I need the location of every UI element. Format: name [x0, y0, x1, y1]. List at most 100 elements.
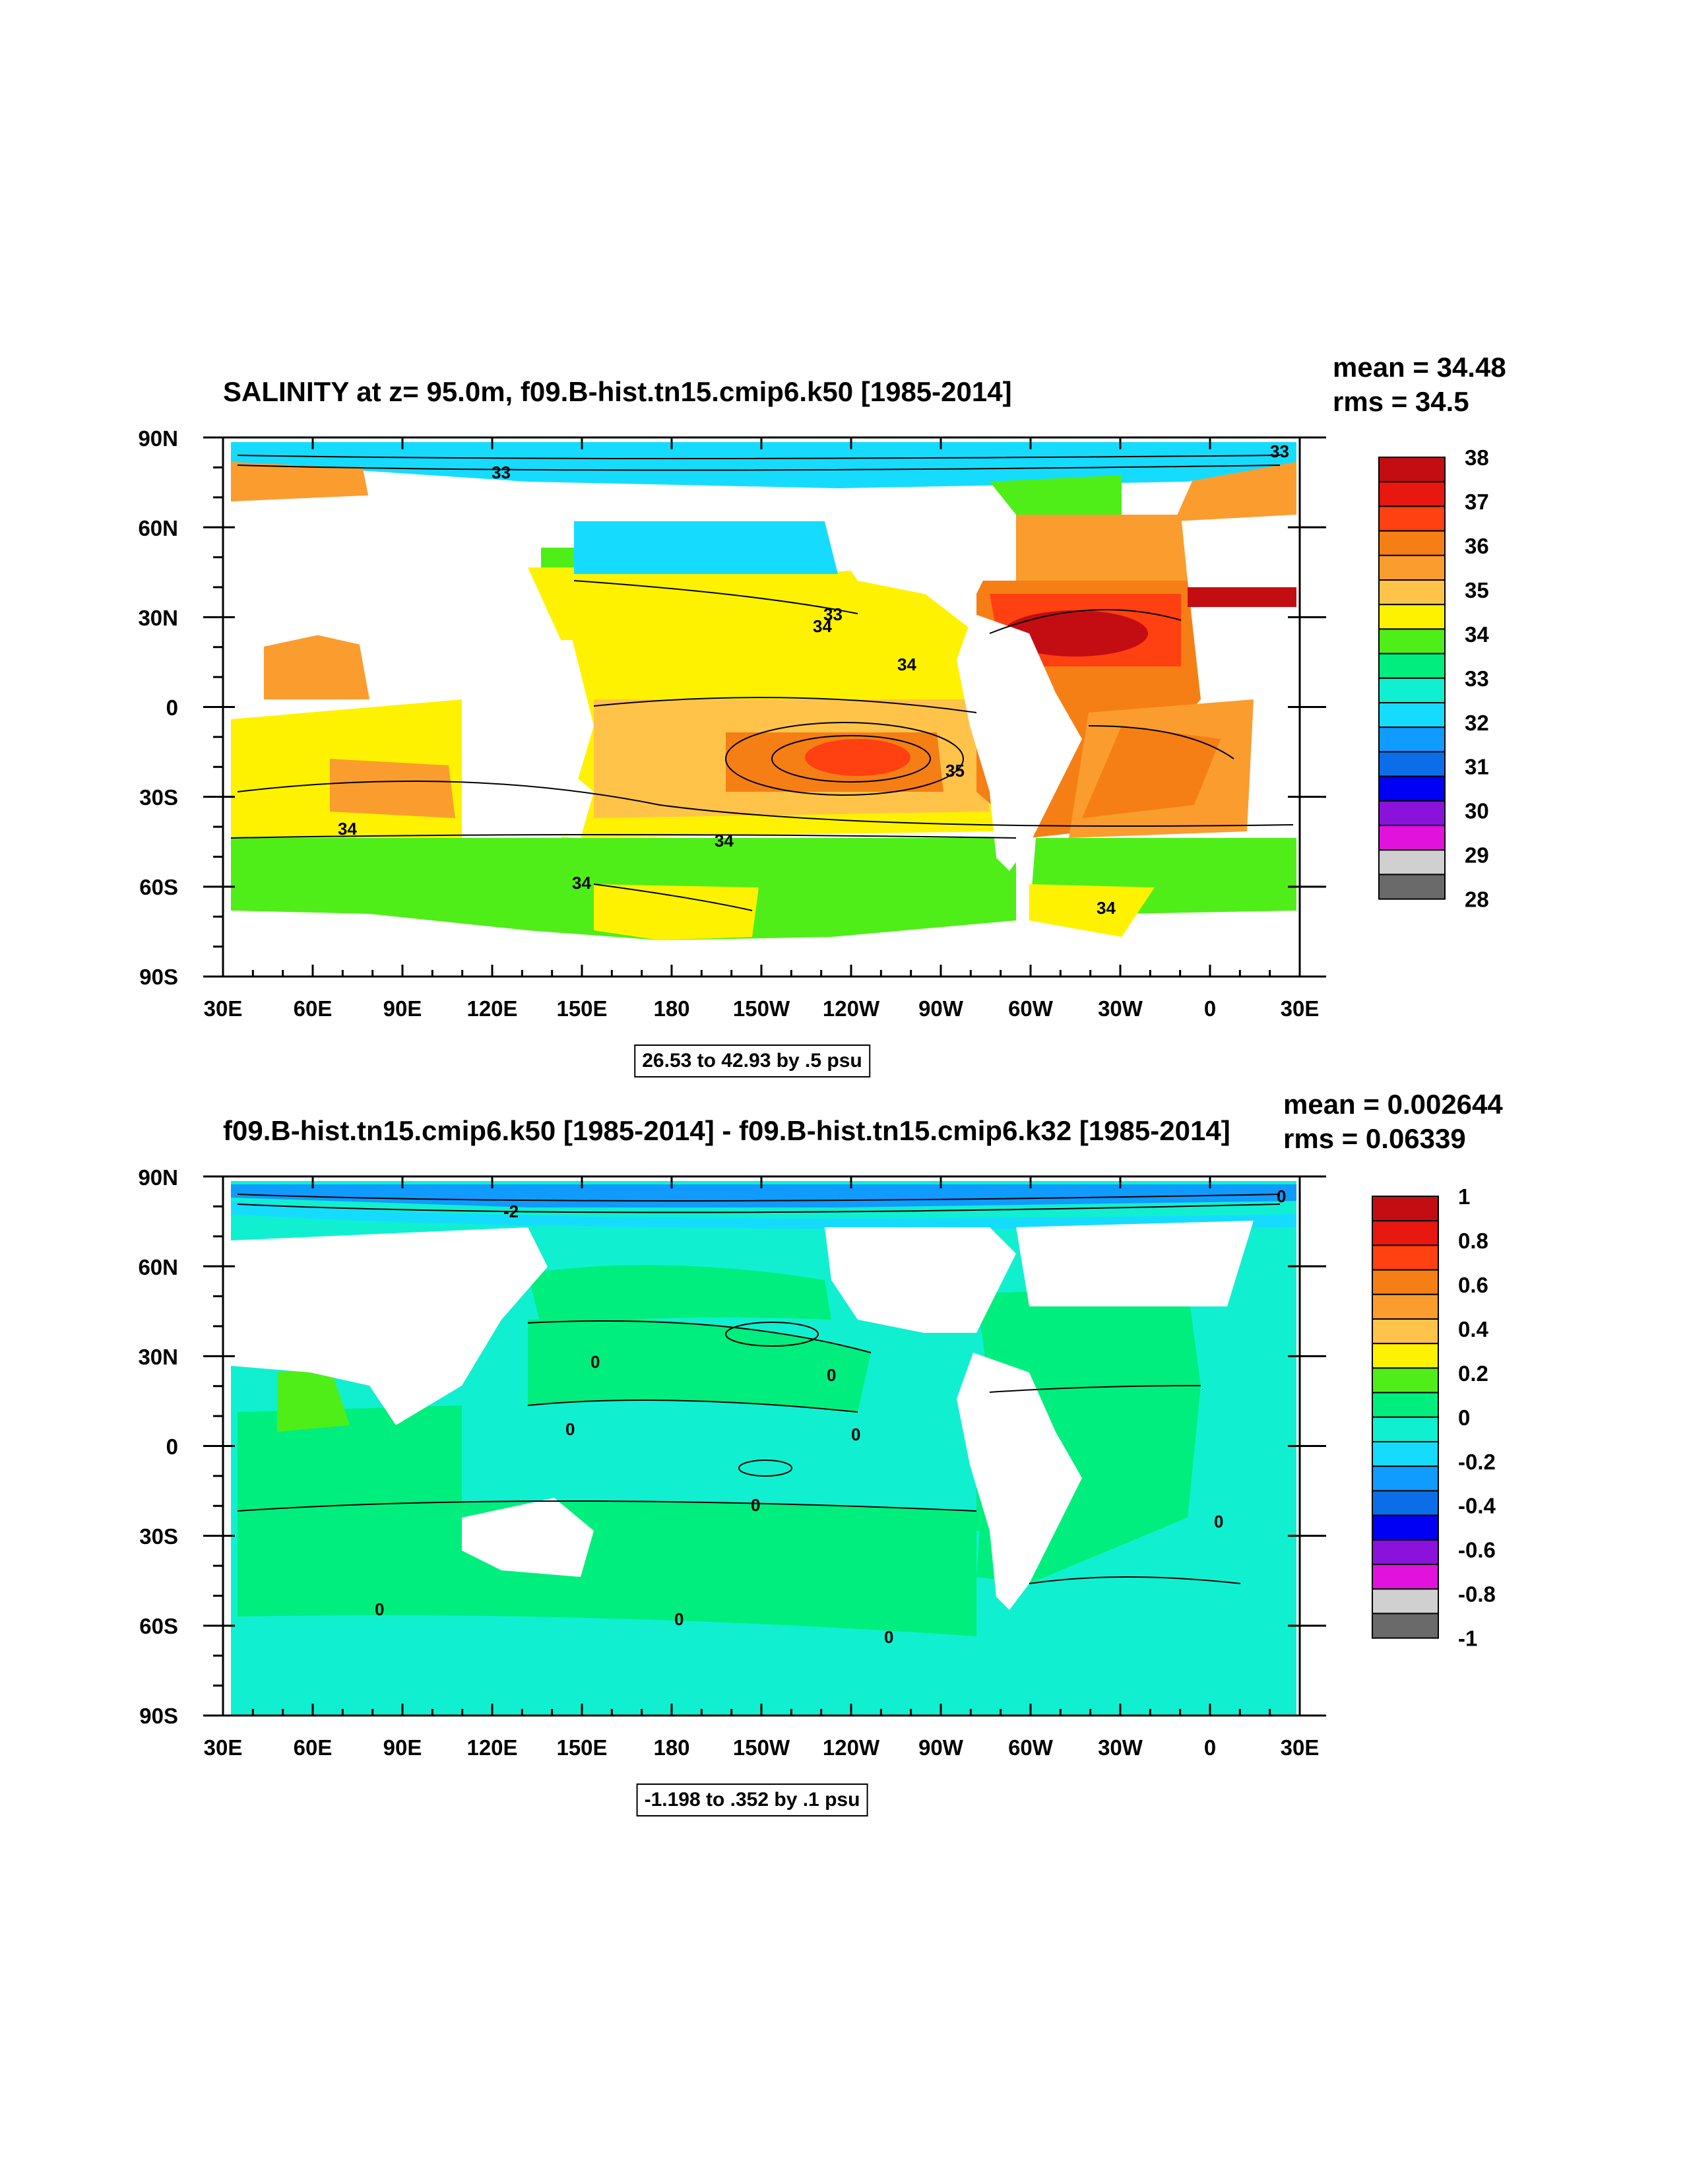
- colorbar-swatch: [1372, 1514, 1439, 1541]
- colorbar-swatch: [1372, 1244, 1439, 1271]
- colorbar-swatch: [1372, 1465, 1439, 1492]
- colorbar-label: 34: [1465, 622, 1489, 647]
- lat-label: 90S: [139, 1704, 178, 1728]
- colorbar-label: 28: [1465, 887, 1489, 912]
- colorbar-swatch: [1378, 505, 1446, 532]
- mean-stat: mean = 0.002644: [1283, 1089, 1503, 1120]
- lat-label: 60S: [139, 1614, 178, 1638]
- lon-label: 180: [653, 1735, 690, 1760]
- axis-ticks: [203, 1175, 1326, 1717]
- landmasses: [231, 488, 1082, 871]
- lat-label: 90S: [139, 965, 178, 989]
- lon-label: 30E: [203, 996, 243, 1021]
- difference-map-panel: f09.B-hist.tn15.cmip6.k50 [1985-2014] - …: [0, 0, 1689, 1816]
- lon-label: 60W: [1008, 1735, 1053, 1760]
- lon-label: 60E: [293, 996, 333, 1021]
- colorbar-swatch: [1378, 702, 1446, 728]
- lon-label: 150E: [556, 996, 608, 1021]
- contour-label: 33: [1270, 441, 1289, 461]
- colorbar-label: -0.6: [1458, 1538, 1496, 1562]
- colorbar-swatch: [1378, 604, 1446, 630]
- lon-label: 150W: [732, 996, 790, 1021]
- contour-label: 0: [751, 1495, 760, 1515]
- colorbar: 1 0.8 0.6 0.4 0.2 0 -0.2 -0.4 -0.6 -0.8 -1: [1372, 1184, 1496, 1651]
- colorbar-label: 32: [1465, 711, 1489, 735]
- panel-title: f09.B-hist.tn15.cmip6.k50 [1985-2014] - …: [223, 1115, 1230, 1146]
- colorbar-swatch: [1378, 726, 1446, 753]
- contour-label: 34: [897, 655, 916, 674]
- colorbar-label: 35: [1465, 578, 1489, 602]
- contour-label: 0: [674, 1609, 684, 1629]
- lon-label: 90E: [383, 996, 422, 1021]
- colorbar-swatch: [1372, 1490, 1439, 1516]
- map-svg: 33 33 33 34 34 35 34 34 34 34 38 37 36 35 34…: [203, 436, 1489, 978]
- colorbar-swatch: [1378, 579, 1446, 606]
- lon-label: 30E: [1280, 1735, 1320, 1760]
- lat-label: 30N: [138, 1345, 178, 1369]
- colorbar-label: -0.2: [1458, 1450, 1496, 1474]
- colorbar-label: 0.2: [1458, 1361, 1488, 1386]
- colorbar-swatch: [1372, 1343, 1439, 1369]
- contour-labels: -2 0 0 0 0 0 0 0 0 0 0: [375, 1186, 1286, 1647]
- ocean-fill: [231, 442, 1296, 940]
- contour-label: 0: [565, 1419, 575, 1439]
- contour-label: 34: [338, 819, 357, 839]
- lon-label: 0: [1203, 1735, 1217, 1760]
- colorbar-label: 0.4: [1458, 1317, 1489, 1341]
- colorbar-swatch: [1378, 554, 1446, 581]
- contour-label: 34: [572, 873, 591, 893]
- contour-label: 0: [827, 1365, 836, 1385]
- colorbar-swatch: [1372, 1220, 1439, 1246]
- contour-range-note: -1.198 to .352 by .1 psu: [636, 1783, 868, 1816]
- colorbar-label: 29: [1465, 843, 1489, 868]
- contour-label: 34: [715, 831, 734, 851]
- contour-label: 0: [851, 1425, 860, 1444]
- rms-stat: rms = 34.5: [1333, 386, 1469, 417]
- lat-label: 30S: [139, 1524, 178, 1549]
- lon-label: 90W: [918, 1735, 963, 1760]
- lat-label: 0: [166, 1434, 178, 1459]
- lat-label: 60N: [138, 1255, 178, 1279]
- lat-label: 90N: [138, 1165, 178, 1190]
- contour-labels: 33 33 33 34 34 35 34 34 34 34: [338, 441, 1289, 918]
- contour-label: 0: [1214, 1512, 1223, 1531]
- colorbar-swatch: [1372, 1416, 1439, 1443]
- colorbar-label: -0.4: [1458, 1494, 1496, 1518]
- mean-stat: mean = 34.48: [1333, 352, 1506, 383]
- contour-label: 33: [823, 604, 843, 624]
- colorbar-label: 30: [1465, 799, 1489, 823]
- colorbar-swatch: [1372, 1539, 1439, 1566]
- colorbar-swatch: [1378, 653, 1446, 679]
- colorbar-label: 0: [1458, 1405, 1470, 1430]
- colorbar-swatch: [1378, 481, 1446, 507]
- colorbar-swatch: [1372, 1293, 1439, 1320]
- lon-label: 30E: [203, 1735, 243, 1760]
- colorbar-label: 1: [1458, 1184, 1470, 1209]
- lon-label: 0: [1203, 996, 1217, 1021]
- colorbar-label: 36: [1465, 534, 1489, 558]
- lon-label: 150W: [732, 1735, 790, 1760]
- colorbar-swatch: [1372, 1367, 1439, 1394]
- colorbar-label: -0.8: [1458, 1582, 1496, 1607]
- contour-label: 0: [884, 1627, 893, 1647]
- lon-label: 120E: [466, 1735, 518, 1760]
- lon-label: 150E: [556, 1735, 608, 1760]
- landmasses: [231, 1221, 1254, 1610]
- colorbar-swatch: [1372, 1392, 1439, 1418]
- lon-label: 60W: [1008, 996, 1053, 1021]
- contour-label: 34: [813, 616, 832, 636]
- contour-label: -2: [503, 1202, 519, 1221]
- colorbar-label: 31: [1465, 755, 1489, 779]
- colorbar-swatch: [1372, 1564, 1439, 1590]
- colorbar-swatch: [1372, 1588, 1439, 1615]
- colorbar-swatch: [1372, 1613, 1439, 1639]
- colorbar-swatch: [1378, 849, 1446, 876]
- lon-label: 120W: [822, 996, 880, 1021]
- colorbar-swatch: [1378, 530, 1446, 556]
- lon-label: 30W: [1098, 1735, 1143, 1760]
- contour-lines: [230, 455, 1294, 911]
- colorbar-swatch: [1378, 751, 1446, 777]
- contour-label: 0: [590, 1352, 600, 1372]
- panel-title: SALINITY at z= 95.0m, f09.B-hist.tn15.cm…: [223, 376, 1012, 407]
